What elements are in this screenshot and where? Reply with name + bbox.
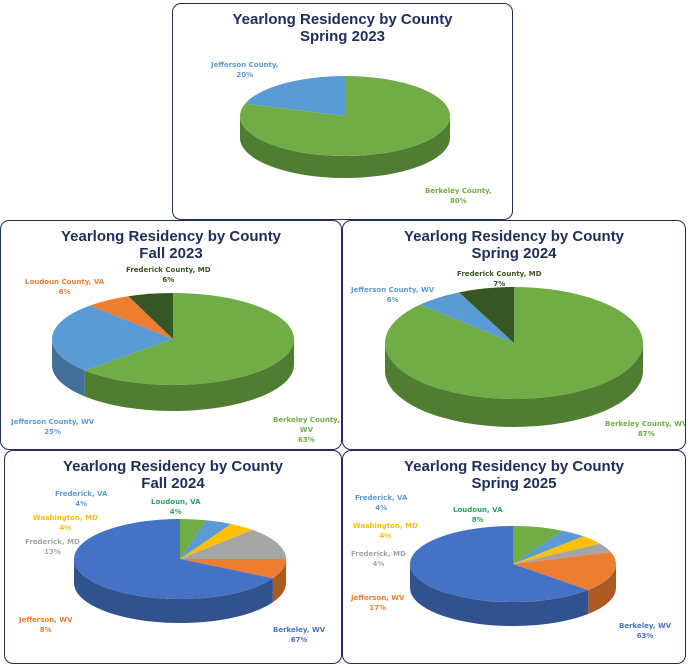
- chart-title-line2: Fall 2024: [141, 475, 205, 492]
- chart-title: Yearlong Residency by County Spring 2025: [343, 458, 685, 492]
- pie-side: [52, 339, 85, 397]
- pie-chart: [410, 526, 616, 626]
- chart-panel-fall-2023: Yearlong Residency by County Fall 2023 F…: [0, 220, 342, 450]
- pie-slice: [239, 76, 450, 156]
- pie-side: [410, 564, 589, 626]
- pie-slice: [513, 552, 616, 591]
- pie-slice: [128, 293, 173, 339]
- data-label-frederick-md: Frederick County, MD 6%: [126, 266, 211, 284]
- data-label-loudoun-va: Loudoun County, VA 6%: [25, 278, 105, 296]
- chart-title: Yearlong Residency by County Spring 2023: [173, 11, 512, 45]
- pie-slice: [513, 543, 611, 564]
- chart-title-line1: Yearlong Residency by County: [232, 11, 453, 28]
- pie-chart: [385, 287, 643, 427]
- data-label-frederick-va: Frederick, VA 4%: [355, 494, 408, 512]
- pie-slice: [180, 559, 286, 579]
- data-label-jefferson-wv: Jefferson County, WV 25%: [11, 418, 95, 436]
- chart-title: Yearlong Residency by County Fall 2024: [5, 458, 341, 492]
- chart-title-line2: Spring 2024: [471, 245, 557, 262]
- chart-title-line1: Yearlong Residency by County: [403, 228, 625, 245]
- pie-side: [385, 343, 643, 427]
- chart-panel-spring-2023: Yearlong Residency by County Spring 2023…: [172, 3, 513, 220]
- data-label-loudoun-va: Loudoun, VA 4%: [151, 498, 201, 516]
- pie-slice: [74, 519, 273, 599]
- pie-slice: [513, 536, 600, 564]
- chart-title-line1: Yearlong Residency by County: [60, 228, 282, 245]
- chart-title-line1: Yearlong Residency by County: [403, 458, 625, 475]
- data-label-washington-md: Washington, MD 4%: [353, 522, 418, 540]
- pie-slice: [410, 526, 589, 602]
- pie-slice: [51, 305, 173, 371]
- pie-chart: [51, 293, 294, 411]
- data-label-jefferson-wv: Jefferson County, WV 6%: [351, 286, 435, 304]
- pie-chart: [74, 519, 286, 623]
- pie-slice: [180, 520, 232, 559]
- chart-title-line2: Spring 2023: [299, 28, 386, 45]
- data-label-berkeley: Berkeley County, 80%: [425, 187, 492, 205]
- data-label-berkeley-wv: Berkeley County, WV 63%: [273, 416, 340, 444]
- data-label-frederick-md: Frederick, MD 13%: [25, 538, 80, 556]
- pie-side: [588, 564, 616, 615]
- pie-slice: [180, 519, 207, 559]
- chart-title-line1: Yearlong Residency by County: [62, 458, 284, 475]
- data-label-washington-md: Washington, MD 4%: [33, 514, 98, 532]
- pie-slice: [245, 76, 345, 116]
- pie-slice: [513, 530, 584, 564]
- data-label-frederick-md: Frederick, MD 4%: [351, 550, 406, 568]
- data-label-frederick-md: Frederick County, MD 7%: [457, 270, 542, 288]
- chart-panel-fall-2024: Yearlong Residency by County Fall 2024 F…: [4, 450, 342, 664]
- data-label-berkeley-wv: Berkeley, WV 67%: [273, 626, 326, 644]
- pie-slice: [180, 523, 253, 559]
- chart-title: Yearlong Residency by County Fall 2023: [1, 228, 341, 262]
- chart-title-line2: Fall 2023: [139, 245, 203, 262]
- pie-slice: [84, 293, 294, 385]
- pie-side: [240, 116, 450, 178]
- chart-title-line2: Spring 2025: [471, 475, 557, 492]
- data-label-frederick-va: Frederick, VA 4%: [55, 490, 108, 508]
- data-label-berkeley-wv: Berkeley County, WV 87%: [605, 420, 686, 438]
- pie-slice: [513, 526, 563, 564]
- data-label-jefferson-wv: Jefferson, WV 8%: [19, 616, 73, 634]
- data-label-jefferson: Jefferson County, 20%: [211, 61, 279, 79]
- data-label-berkeley-wv: Berkeley, WV 63%: [619, 622, 672, 640]
- pie-chart: [239, 76, 450, 178]
- pie-slice: [180, 529, 286, 559]
- data-label-jefferson-wv: Jefferson, WV 17%: [351, 594, 405, 612]
- chart-title: Yearlong Residency by County Spring 2024: [343, 228, 685, 262]
- chart-panel-spring-2025: Yearlong Residency by County Spring 2025…: [342, 450, 686, 664]
- pie-slice: [419, 292, 514, 343]
- pie-side: [272, 559, 286, 603]
- pie-slice: [459, 287, 514, 343]
- data-label-loudoun-va: Loudoun, VA 8%: [453, 506, 503, 524]
- pie-side: [84, 339, 294, 411]
- pie-slice: [90, 296, 173, 339]
- pie-side: [74, 559, 273, 623]
- chart-panel-spring-2024: Yearlong Residency by County Spring 2024…: [342, 220, 686, 450]
